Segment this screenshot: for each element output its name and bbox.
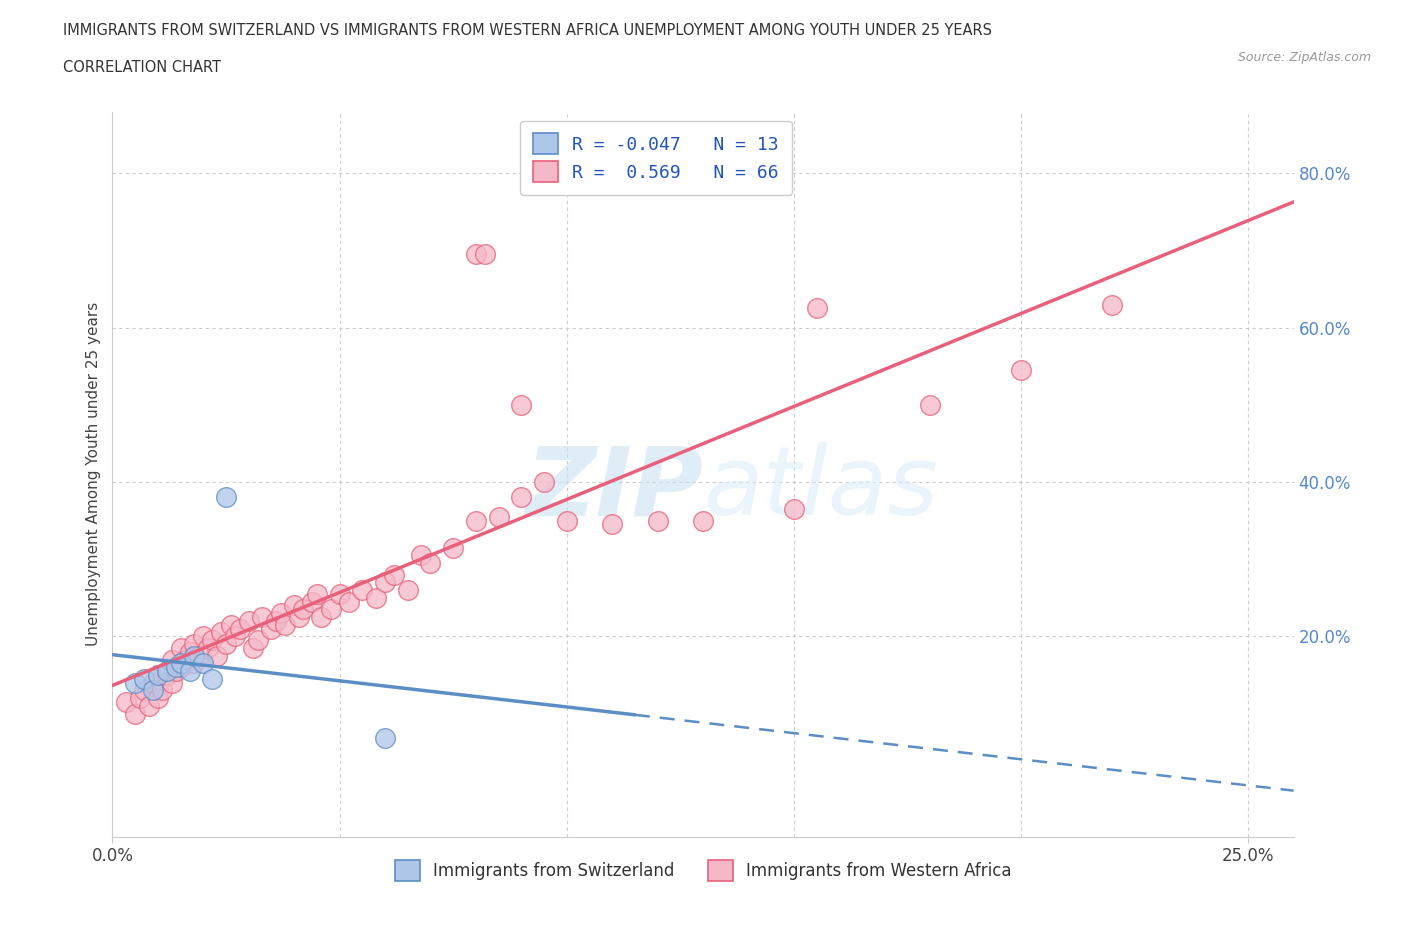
Point (510, 397, 533, 412)
Point (305, 587, 328, 602)
Point (193, 629, 215, 644)
Point (169, 659, 191, 674)
Point (374, 731, 396, 746)
Point (169, 656, 191, 671)
Point (160, 652, 183, 667)
Point (396, 582, 419, 597)
Point (156, 664, 179, 679)
Point (419, 555, 441, 570)
Point (174, 652, 197, 667)
Point (1101, 297, 1123, 312)
Point (510, 490, 533, 505)
Point (292, 602, 315, 617)
Point (219, 618, 242, 632)
Point (183, 637, 205, 652)
Point (134, 683, 156, 698)
Text: atlas: atlas (703, 443, 938, 536)
Point (329, 587, 352, 602)
Point (252, 610, 274, 625)
Point (287, 610, 309, 625)
Point (215, 637, 238, 652)
Point (274, 618, 297, 632)
Point (169, 641, 191, 656)
Point (920, 397, 942, 412)
Point (464, 513, 486, 528)
Point (211, 625, 233, 640)
Point (187, 648, 209, 663)
Point (165, 664, 187, 679)
Point (352, 582, 374, 597)
Point (301, 594, 323, 609)
Point (270, 605, 292, 620)
Point (246, 632, 269, 647)
Point (692, 513, 714, 528)
Point (783, 501, 806, 516)
Point (152, 683, 174, 698)
Point (441, 540, 464, 555)
Point (115, 695, 138, 710)
Point (179, 664, 201, 679)
Point (464, 247, 486, 262)
Point (411, 548, 433, 563)
Point (134, 671, 156, 686)
Point (193, 656, 215, 671)
Point (142, 675, 165, 690)
Point (128, 691, 150, 706)
Point (337, 594, 360, 609)
Point (165, 659, 187, 674)
Text: ZIP: ZIP (524, 443, 703, 536)
Point (215, 490, 238, 505)
Point (382, 567, 405, 582)
Point (160, 675, 183, 690)
Point (201, 671, 224, 686)
Point (238, 614, 260, 629)
Point (600, 517, 623, 532)
Point (124, 675, 146, 690)
Legend: Immigrants from Switzerland, Immigrants from Western Africa: Immigrants from Switzerland, Immigrants … (381, 847, 1025, 894)
Point (205, 648, 228, 663)
Point (260, 621, 283, 636)
Point (264, 614, 287, 629)
Text: CORRELATION CHART: CORRELATION CHART (63, 60, 221, 75)
Point (311, 610, 333, 625)
Point (533, 474, 555, 489)
Point (146, 668, 169, 683)
Point (806, 301, 828, 316)
Text: IMMIGRANTS FROM SWITZERLAND VS IMMIGRANTS FROM WESTERN AFRICA UNEMPLOYMENT AMONG: IMMIGRANTS FROM SWITZERLAND VS IMMIGRANT… (63, 23, 993, 38)
Point (224, 629, 246, 644)
Point (374, 575, 396, 590)
Point (364, 591, 387, 605)
Point (179, 644, 201, 659)
Point (647, 513, 669, 528)
Y-axis label: Unemployment Among Youth under 25 years: Unemployment Among Youth under 25 years (86, 302, 101, 646)
Point (1010, 363, 1032, 378)
Point (488, 510, 510, 525)
Point (156, 668, 179, 683)
Point (124, 706, 146, 721)
Point (319, 602, 342, 617)
Point (197, 641, 219, 656)
Point (555, 513, 578, 528)
Point (138, 698, 160, 713)
Point (474, 247, 496, 262)
Point (183, 656, 205, 671)
Point (201, 632, 224, 647)
Point (242, 641, 264, 656)
Point (228, 621, 250, 636)
Point (283, 598, 305, 613)
Point (146, 691, 169, 706)
Point (146, 668, 169, 683)
Text: Source: ZipAtlas.com: Source: ZipAtlas.com (1237, 51, 1371, 64)
Point (142, 683, 165, 698)
Point (183, 648, 205, 663)
